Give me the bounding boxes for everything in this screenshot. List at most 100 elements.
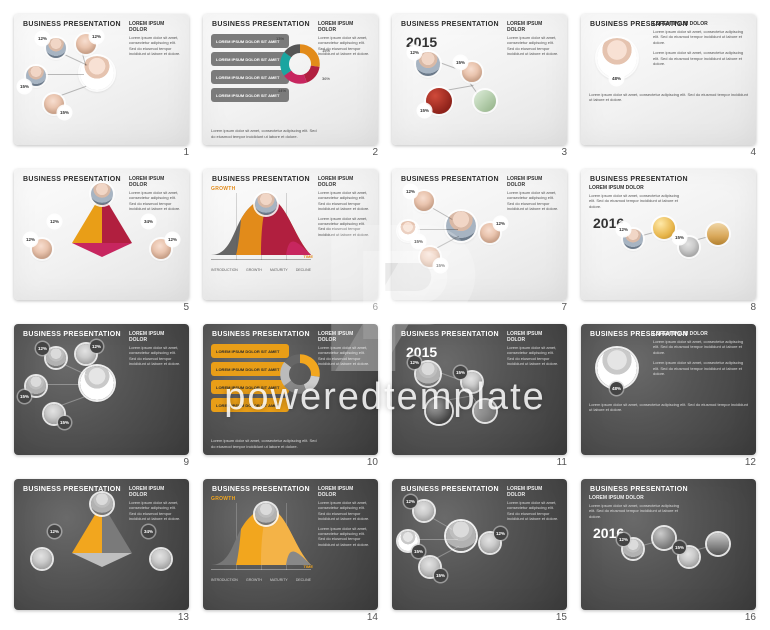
slide-4[interactable]: BUSINESS PRESENTATION 48% Lorem ipsum do… bbox=[581, 14, 756, 145]
badge: 12% bbox=[24, 233, 37, 246]
slide-title: BUSINESS PRESENTATION bbox=[590, 176, 747, 183]
slide-number: 8 bbox=[581, 300, 756, 314]
badge: 48% bbox=[610, 72, 623, 85]
bell-chart: GROWTH TIME INTRODUCTION GROWTH MATURITY… bbox=[211, 189, 311, 274]
slide-6[interactable]: BUSINESS PRESENTATION GROWTH TIME INTROD… bbox=[203, 169, 378, 300]
slide-number: 3 bbox=[392, 145, 567, 159]
slide-number: 12 bbox=[581, 455, 756, 469]
cell-4: BUSINESS PRESENTATION 48% Lorem ipsum do… bbox=[581, 14, 756, 159]
text-head: LOREM IPSUM DOLOR bbox=[129, 331, 181, 343]
slide-8[interactable]: BUSINESS PRESENTATION LOREM IPSUM DOLOR … bbox=[581, 169, 756, 300]
slide-11[interactable]: BUSINESS PRESENTATION 2015 12% 15% LOREM… bbox=[392, 324, 567, 455]
badge: 12% bbox=[90, 340, 103, 353]
text-head: LOREM IPSUM DOLOR bbox=[318, 331, 370, 343]
text-head: LOREM IPSUM DOLOR bbox=[129, 486, 181, 498]
slide-number: 7 bbox=[392, 300, 567, 314]
text-head: LOREM IPSUM DOLOR bbox=[653, 21, 748, 27]
cell-8: BUSINESS PRESENTATION LOREM IPSUM DOLOR … bbox=[581, 169, 756, 314]
slide-number: 15 bbox=[392, 610, 567, 624]
badge: 12% bbox=[408, 46, 421, 59]
axis-x-label: TIME bbox=[303, 254, 313, 259]
slide-12[interactable]: BUSINESS PRESENTATION 48% Lorem ipsum do… bbox=[581, 324, 756, 455]
slide-number: 10 bbox=[203, 455, 378, 469]
badge: 12% bbox=[494, 527, 507, 540]
orbit-diagram: 12% 15% 15% 12% bbox=[22, 32, 122, 122]
slide-14[interactable]: BUSINESS PRESENTATION GROWTH TIME INTROD… bbox=[203, 479, 378, 610]
cell-5: BUSINESS PRESENTATION 12% 34% 12% 12% LO… bbox=[14, 169, 189, 314]
x-tick: DECLINE bbox=[296, 578, 311, 582]
cell-2: BUSINESS PRESENTATION LOREM IPSUM DOLOR … bbox=[203, 14, 378, 159]
text-body: Lorem ipsum dolor sit amet, consectetur … bbox=[589, 193, 686, 209]
text-body: Lorem ipsum dolor sit amet, consectetur … bbox=[318, 345, 370, 367]
slide-2[interactable]: BUSINESS PRESENTATION LOREM IPSUM DOLOR … bbox=[203, 14, 378, 145]
badge: 15% bbox=[434, 259, 447, 272]
text-body: Lorem ipsum dolor sit amet, consectetur … bbox=[318, 216, 370, 238]
slide-number: 13 bbox=[14, 610, 189, 624]
badge: 34% bbox=[142, 215, 155, 228]
slide-number: 6 bbox=[203, 300, 378, 314]
slide-7[interactable]: BUSINESS PRESENTATION 12% 15% 15% 12% bbox=[392, 169, 567, 300]
slide-3[interactable]: BUSINESS PRESENTATION 2015 12% 15% 15% L bbox=[392, 14, 567, 145]
slide-1[interactable]: BUSINESS PRESENTATION 12% 15% 15% 12% bbox=[14, 14, 189, 145]
footer-text: Lorem ipsum dolor sit amet, consectetur … bbox=[211, 438, 320, 449]
cell-16: BUSINESS PRESENTATION LOREM IPSUM DOLOR … bbox=[581, 479, 756, 624]
badge: 15% bbox=[454, 366, 467, 379]
text-body: Lorem ipsum dolor sit amet, consectetur … bbox=[318, 500, 370, 522]
slide-number: 4 bbox=[581, 145, 756, 159]
slide-9[interactable]: BUSINESS PRESENTATION 12% 15% 15% 12% bbox=[14, 324, 189, 455]
text-head: LOREM IPSUM DOLOR bbox=[507, 486, 559, 498]
text-body: Lorem ipsum dolor sit amet, consectetur … bbox=[653, 360, 748, 376]
slide-title: BUSINESS PRESENTATION bbox=[590, 486, 747, 493]
badge: 48% bbox=[610, 382, 623, 395]
text-body: Lorem ipsum dolor sit amet, consectetur … bbox=[653, 339, 748, 355]
badge: 15% bbox=[412, 545, 425, 558]
donut-chart: 13% 15% 36% 44% bbox=[278, 42, 322, 102]
badge: 15% bbox=[418, 104, 431, 117]
slide-5[interactable]: BUSINESS PRESENTATION 12% 34% 12% 12% LO… bbox=[14, 169, 189, 300]
slide-number: 1 bbox=[14, 145, 189, 159]
text-body: Lorem ipsum dolor sit amet, consectetur … bbox=[507, 500, 559, 522]
slide-grid: BUSINESS PRESENTATION 12% 15% 15% 12% bbox=[0, 0, 770, 630]
badge-3: 15% bbox=[58, 106, 71, 119]
body-text: Lorem ipsum dolor sit amet, consectetur … bbox=[589, 402, 748, 413]
text-body: Lorem ipsum dolor sit amet, consectetur … bbox=[129, 35, 181, 57]
text-head: LOREM IPSUM DOLOR bbox=[318, 486, 370, 498]
slide-10[interactable]: BUSINESS PRESENTATION LOREM IPSUM DOLOR … bbox=[203, 324, 378, 455]
x-tick: INTRODUCTION bbox=[211, 578, 238, 582]
text-head: LOREM IPSUM DOLOR bbox=[318, 176, 370, 188]
cell-3: BUSINESS PRESENTATION 2015 12% 15% 15% L bbox=[392, 14, 567, 159]
pct-label: 44% bbox=[278, 88, 286, 93]
cell-10: BUSINESS PRESENTATION LOREM IPSUM DOLOR … bbox=[203, 324, 378, 469]
cell-9: BUSINESS PRESENTATION 12% 15% 15% 12% bbox=[14, 324, 189, 469]
text-body: Lorem ipsum dolor sit amet, consectetur … bbox=[507, 190, 559, 212]
badge: 12% bbox=[617, 533, 630, 546]
pct-label: 36% bbox=[322, 76, 330, 81]
badge: 12% bbox=[48, 215, 61, 228]
cell-15: BUSINESS PRESENTATION 12% 15% 15% 12% bbox=[392, 479, 567, 624]
text-head: LOREM IPSUM DOLOR bbox=[589, 495, 686, 501]
badge-2: 15% bbox=[18, 80, 31, 93]
text-body: Lorem ipsum dolor sit amet, consectetur … bbox=[318, 35, 370, 57]
slide-13[interactable]: BUSINESS PRESENTATION 12% 34% LOREM IPSU… bbox=[14, 479, 189, 610]
x-tick: MATURITY bbox=[270, 578, 288, 582]
badge: 34% bbox=[142, 525, 155, 538]
slide-16[interactable]: BUSINESS PRESENTATION LOREM IPSUM DOLOR … bbox=[581, 479, 756, 610]
x-tick: INTRODUCTION bbox=[211, 268, 238, 272]
slide-15[interactable]: BUSINESS PRESENTATION 12% 15% 15% 12% bbox=[392, 479, 567, 610]
badge: 12% bbox=[408, 356, 421, 369]
text-head: LOREM IPSUM DOLOR bbox=[318, 21, 370, 33]
badge: 12% bbox=[617, 223, 630, 236]
body-text: Lorem ipsum dolor sit amet, consectetur … bbox=[589, 92, 748, 103]
text-body: Lorem ipsum dolor sit amet, consectetur … bbox=[589, 503, 686, 519]
text-body: Lorem ipsum dolor sit amet, consectetur … bbox=[653, 29, 748, 45]
axis-x-label: TIME bbox=[303, 564, 313, 569]
text-head: LOREM IPSUM DOLOR bbox=[507, 21, 559, 33]
x-tick: GROWTH bbox=[246, 268, 262, 272]
badge: 15% bbox=[58, 416, 71, 429]
footer-text: Lorem ipsum dolor sit amet, consectetur … bbox=[211, 128, 320, 139]
badge-4: 12% bbox=[90, 30, 103, 43]
slide-number: 11 bbox=[392, 455, 567, 469]
text-body: Lorem ipsum dolor sit amet, consectetur … bbox=[507, 35, 559, 57]
cell-1: BUSINESS PRESENTATION 12% 15% 15% 12% bbox=[14, 14, 189, 159]
text-body: Lorem ipsum dolor sit amet, consectetur … bbox=[318, 526, 370, 548]
